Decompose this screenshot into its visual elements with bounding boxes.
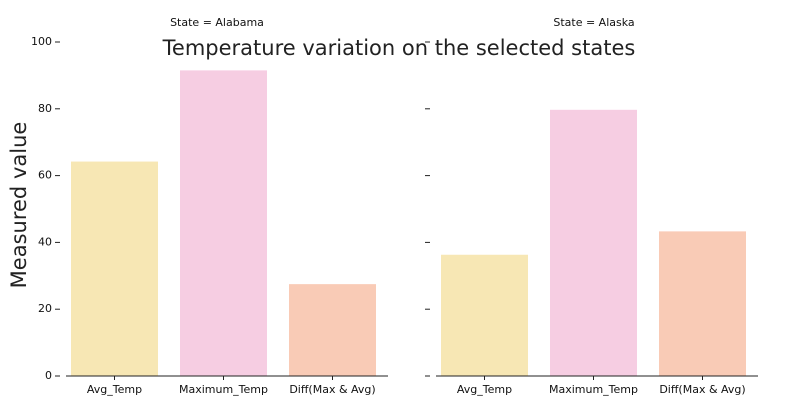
- bar-maximum-temp: [180, 70, 267, 376]
- y-tick-label: 100: [31, 35, 52, 48]
- bars-alaska: [441, 109, 746, 376]
- bar-diff-max-avg: [289, 284, 376, 376]
- y-tick-label: 40: [38, 235, 52, 248]
- x-tick-label: Avg_Temp: [87, 383, 142, 396]
- x-tick-label: Maximum_Temp: [549, 383, 638, 396]
- y-ticks-alabama: 0 20 40 60 80 100: [31, 35, 60, 382]
- chart-title: Temperature variation on the selected st…: [162, 36, 636, 60]
- x-ticks-alabama: Avg_Temp Maximum_Temp Diff(Max & Avg): [87, 376, 376, 396]
- x-ticks-alaska: Avg_Temp Maximum_Temp Diff(Max & Avg): [457, 376, 746, 396]
- bar-maximum-temp: [550, 109, 637, 376]
- panel-alabama: 0 20 40 60 80 100 Avg_Temp Maximum_Temp Diff(Ma…: [31, 35, 388, 396]
- panel-title-alaska: State = Alaska: [553, 16, 634, 29]
- y-tick-label: 60: [38, 169, 52, 182]
- bar-avg-temp: [441, 254, 528, 376]
- bars-alabama: [71, 70, 376, 376]
- y-tick-label: 20: [38, 302, 52, 315]
- x-tick-label: Diff(Max & Avg): [289, 383, 375, 396]
- y-tick-label: 0: [45, 369, 52, 382]
- y-tick-label: 80: [38, 102, 52, 115]
- y-ticks-alaska: [425, 41, 430, 377]
- y-axis-label: Measured value: [7, 122, 31, 289]
- panel-alaska: Avg_Temp Maximum_Temp Diff(Max & Avg): [425, 41, 758, 396]
- bar-diff-max-avg: [659, 231, 746, 376]
- x-tick-label: Avg_Temp: [457, 383, 512, 396]
- x-tick-label: Diff(Max & Avg): [659, 383, 745, 396]
- bar-avg-temp: [71, 161, 158, 376]
- panel-title-alabama: State = Alabama: [170, 16, 264, 29]
- x-tick-label: Maximum_Temp: [179, 383, 268, 396]
